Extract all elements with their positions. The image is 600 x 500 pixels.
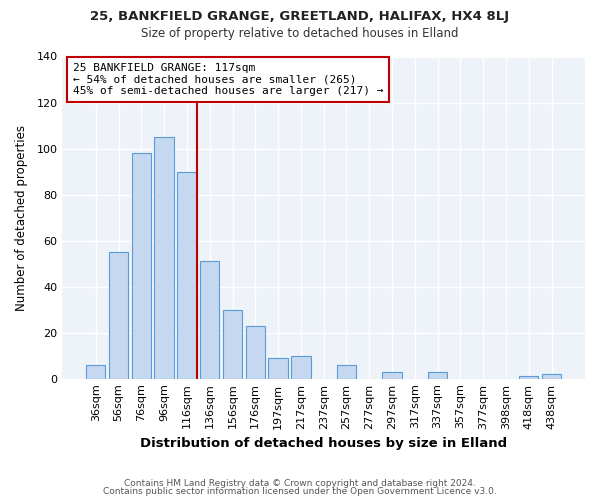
Bar xyxy=(428,372,447,378)
Bar xyxy=(382,372,402,378)
Bar xyxy=(542,374,561,378)
Text: 25 BANKFIELD GRANGE: 117sqm
← 54% of detached houses are smaller (265)
45% of se: 25 BANKFIELD GRANGE: 117sqm ← 54% of det… xyxy=(73,63,383,96)
X-axis label: Distribution of detached houses by size in Elland: Distribution of detached houses by size … xyxy=(140,437,507,450)
Text: 25, BANKFIELD GRANGE, GREETLAND, HALIFAX, HX4 8LJ: 25, BANKFIELD GRANGE, GREETLAND, HALIFAX… xyxy=(91,10,509,23)
Bar xyxy=(291,356,311,378)
Bar xyxy=(519,376,538,378)
Bar xyxy=(131,153,151,378)
Bar xyxy=(245,326,265,378)
Bar xyxy=(154,137,174,378)
Bar xyxy=(337,365,356,378)
Text: Contains public sector information licensed under the Open Government Licence v3: Contains public sector information licen… xyxy=(103,487,497,496)
Y-axis label: Number of detached properties: Number of detached properties xyxy=(15,124,28,310)
Bar xyxy=(223,310,242,378)
Bar xyxy=(109,252,128,378)
Bar xyxy=(200,262,220,378)
Bar xyxy=(268,358,288,378)
Text: Contains HM Land Registry data © Crown copyright and database right 2024.: Contains HM Land Registry data © Crown c… xyxy=(124,478,476,488)
Bar xyxy=(177,172,197,378)
Bar xyxy=(86,365,106,378)
Text: Size of property relative to detached houses in Elland: Size of property relative to detached ho… xyxy=(141,28,459,40)
